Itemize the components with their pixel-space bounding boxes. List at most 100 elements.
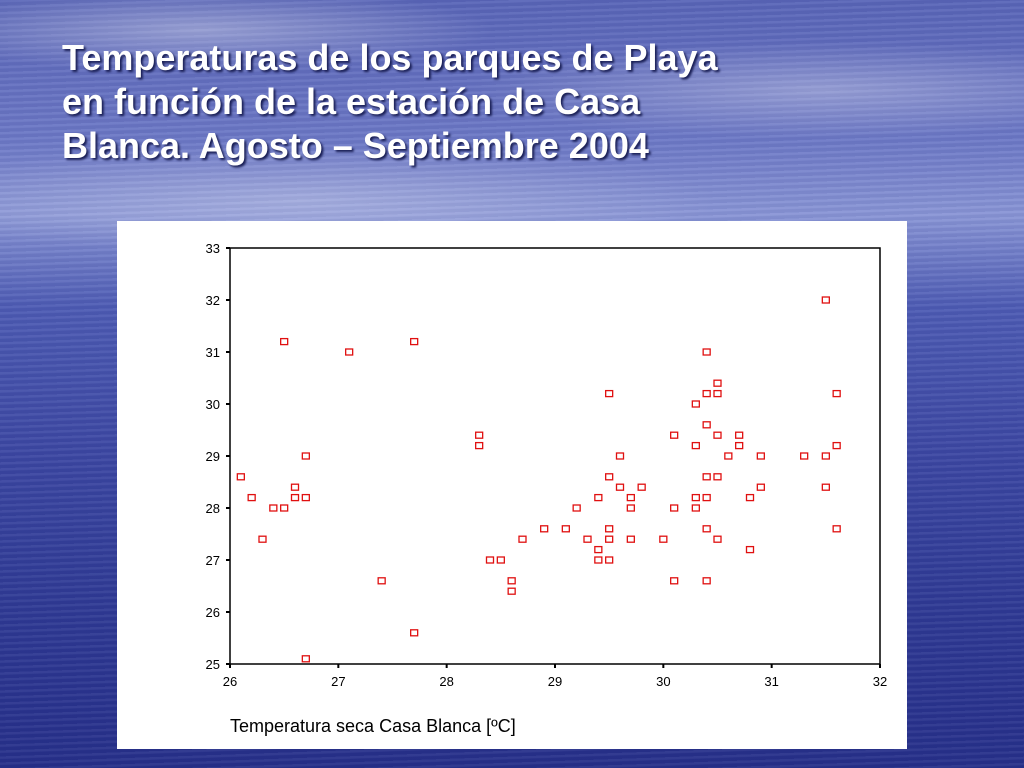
data-point <box>670 431 679 439</box>
y-tick-label: 27 <box>206 553 220 568</box>
data-point <box>615 483 625 491</box>
data-point <box>626 535 635 543</box>
x-tick-label: 30 <box>656 674 670 689</box>
data-point <box>821 296 830 304</box>
data-point <box>605 525 614 533</box>
data-point <box>821 483 830 491</box>
x-tick-label: 28 <box>439 674 453 689</box>
data-point <box>605 389 614 398</box>
data-point <box>377 577 386 585</box>
data-point <box>691 441 700 450</box>
y-tick-label: 28 <box>206 501 220 516</box>
data-point <box>702 421 711 429</box>
data-point <box>594 545 603 554</box>
slide-title-line-3: Blanca. Agosto – Septiembre 2004 <box>62 125 649 166</box>
data-point <box>615 452 625 460</box>
data-point <box>821 452 830 460</box>
data-point <box>410 337 419 346</box>
data-point <box>594 556 603 564</box>
data-point <box>626 493 635 502</box>
data-point <box>832 441 841 450</box>
x-tick-label: 26 <box>223 674 237 689</box>
data-point <box>572 504 581 512</box>
data-point <box>626 504 635 512</box>
data-point <box>605 556 614 564</box>
scatter-chart-panel: 25 26 27 28 29 30 31 32 33 26 27 28 29 30 31 32 Temper… <box>117 221 907 749</box>
data-point <box>702 577 711 585</box>
data-point <box>605 535 614 543</box>
data-point <box>301 452 310 460</box>
data-point <box>735 431 744 439</box>
x-tick-label: 29 <box>548 674 562 689</box>
data-point <box>475 431 484 439</box>
y-tick-label: 25 <box>206 657 220 672</box>
slide-title-line-1: Temperaturas de los parques de Playa <box>62 37 718 78</box>
data-point <box>507 577 516 585</box>
data-point <box>659 535 668 543</box>
data-point <box>691 493 700 502</box>
y-tick-label: 30 <box>206 397 220 412</box>
data-point <box>702 493 711 502</box>
data-point <box>269 504 278 512</box>
data-point <box>670 504 679 512</box>
data-point <box>832 389 841 398</box>
data-point <box>702 473 711 481</box>
data-point <box>507 587 516 595</box>
plot-area-frame <box>229 247 881 665</box>
y-tick-label: 31 <box>206 345 220 360</box>
data-point <box>247 493 256 502</box>
data-point <box>345 348 354 356</box>
x-tick-label: 31 <box>764 674 778 689</box>
slide-title: Temperaturas de los parques de Playa en … <box>62 36 962 168</box>
data-point <box>583 535 592 543</box>
y-tick-label: 29 <box>206 449 220 464</box>
data-point <box>290 493 300 502</box>
y-tick-label: 32 <box>206 293 220 308</box>
data-point <box>756 483 765 491</box>
data-point <box>702 348 711 356</box>
data-point <box>691 400 700 408</box>
data-point <box>691 504 700 512</box>
data-point <box>540 525 549 533</box>
y-tick-label: 26 <box>206 605 220 620</box>
data-point <box>713 389 722 398</box>
data-point <box>745 545 755 554</box>
x-axis: 26 27 28 29 30 31 32 <box>223 664 887 689</box>
data-point <box>800 452 809 460</box>
data-point <box>301 493 310 502</box>
data-point <box>280 504 289 512</box>
data-point <box>670 577 679 585</box>
y-axis: 25 26 27 28 29 30 31 32 33 <box>206 241 230 672</box>
data-point <box>745 493 755 502</box>
data-point <box>410 629 419 637</box>
x-tick-label: 27 <box>331 674 345 689</box>
slide-title-line-2: en función de la estación de Casa <box>62 81 641 122</box>
data-points <box>236 296 841 663</box>
y-tick-label: 33 <box>206 241 220 256</box>
data-point <box>605 473 614 481</box>
data-point <box>518 535 527 543</box>
data-point <box>832 525 841 533</box>
data-point <box>290 483 300 491</box>
x-axis-title: Temperatura seca Casa Blanca [ºC] <box>230 716 516 736</box>
data-point <box>594 493 603 502</box>
data-point <box>637 483 646 491</box>
data-point <box>702 525 711 533</box>
data-point <box>702 389 711 398</box>
data-point <box>496 556 505 564</box>
data-point <box>280 337 289 346</box>
data-point <box>236 473 245 481</box>
data-point <box>735 441 744 450</box>
data-point <box>485 556 495 564</box>
data-point <box>713 431 722 439</box>
data-point <box>713 473 722 481</box>
data-point <box>713 379 722 387</box>
data-point <box>301 655 310 663</box>
data-point <box>258 535 267 543</box>
data-point <box>561 525 570 533</box>
x-tick-label: 32 <box>873 674 887 689</box>
data-point <box>475 441 484 450</box>
data-point <box>756 452 765 460</box>
data-point <box>724 452 733 460</box>
